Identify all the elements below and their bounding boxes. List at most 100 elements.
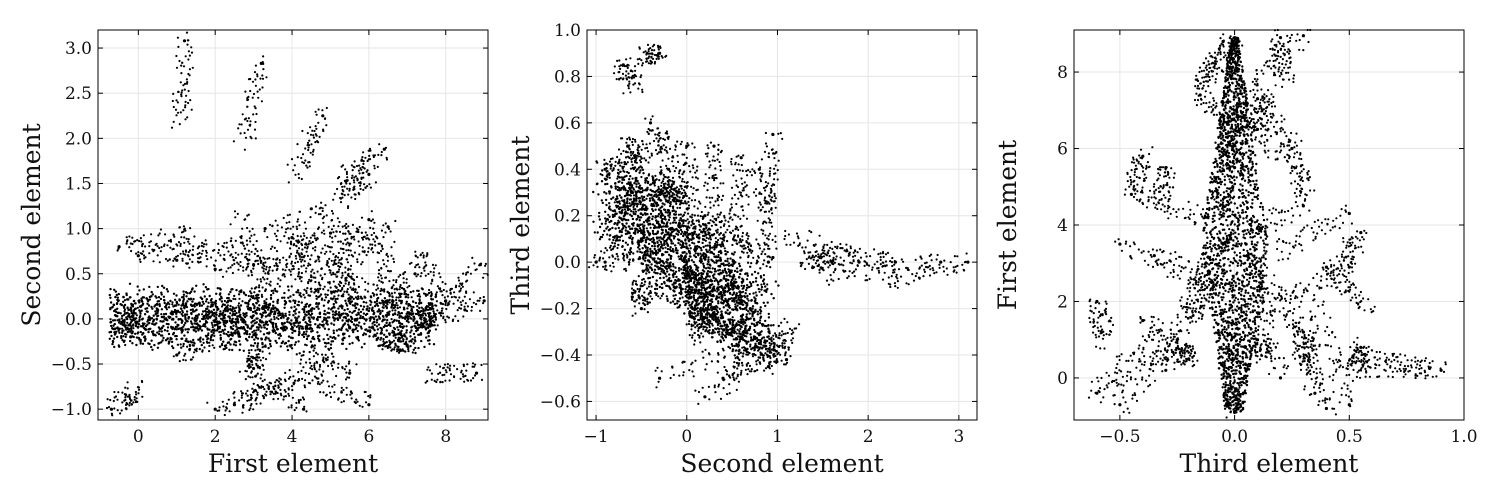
scatter-point-dense — [250, 397, 252, 399]
scatter-point-dense — [113, 346, 115, 348]
scatter-point-dense — [155, 244, 157, 246]
scatter-point — [483, 299, 486, 302]
scatter-point-dense — [162, 316, 164, 318]
scatter-point-dense — [422, 252, 424, 254]
scatter-point-dense — [178, 226, 180, 228]
scatter-point-dense — [315, 212, 317, 214]
scatter-point-dense — [185, 101, 187, 103]
scatter-point-dense — [238, 302, 240, 304]
scatter-point-dense — [256, 394, 258, 396]
scatter-point-dense — [310, 271, 312, 273]
scatter-point-dense — [424, 261, 426, 263]
scatter-point-dense — [282, 398, 284, 400]
scatter-point-dense — [421, 307, 423, 309]
scatter-point-dense — [424, 320, 426, 322]
scatter-point-dense — [142, 303, 144, 305]
scatter-point-dense — [262, 365, 264, 367]
scatter-point-dense — [136, 293, 138, 295]
scatter-point-dense — [192, 245, 194, 247]
scatter-point-dense — [345, 328, 347, 330]
scatter-point-dense — [352, 189, 354, 191]
scatter-point-dense — [380, 281, 382, 283]
scatter-point-dense — [301, 301, 303, 303]
scatter-point-dense — [344, 271, 346, 273]
scatter-point-dense — [364, 289, 366, 291]
scatter-point-dense — [267, 324, 269, 326]
scatter-point-dense — [315, 303, 317, 305]
scatter-point-dense — [256, 345, 258, 347]
scatter-point-dense — [219, 346, 221, 348]
scatter-point-dense — [297, 156, 299, 158]
scatter-point-dense — [131, 332, 133, 334]
scatter-point-dense — [369, 304, 371, 306]
scatter-point-dense — [258, 356, 260, 358]
scatter-point-dense — [651, 153, 653, 155]
scatter-point-dense — [199, 348, 201, 350]
scatter-point-dense — [412, 290, 414, 292]
scatter-point-dense — [347, 249, 349, 251]
scatter-point-dense — [288, 335, 290, 337]
scatter-point-dense — [409, 335, 411, 337]
scatter-point-dense — [348, 281, 350, 283]
scatter-point-dense — [345, 365, 347, 367]
scatter-point-dense — [629, 138, 631, 140]
scatter-point-dense — [227, 331, 229, 333]
scatter-point-dense — [192, 304, 194, 306]
scatter-point — [413, 272, 416, 275]
scatter-point-dense — [252, 228, 254, 230]
scatter-point-dense — [370, 220, 372, 222]
scatter-point-dense — [177, 101, 179, 103]
scatter-point-dense — [645, 159, 647, 161]
scatter-point-dense — [151, 349, 153, 351]
scatter-point-dense — [309, 318, 311, 320]
scatter-point-dense — [398, 299, 400, 301]
scatter-point-dense — [437, 373, 439, 375]
scatter-point-dense — [126, 312, 128, 314]
scatter-point-dense — [212, 329, 214, 331]
scatter-point-dense — [406, 307, 408, 309]
scatter-point-dense — [185, 55, 187, 57]
scatter-point-dense — [298, 177, 300, 179]
scatter-point-dense — [192, 298, 194, 300]
scatter-point-dense — [272, 270, 274, 272]
scatter-point-dense — [732, 174, 734, 176]
scatter-point-dense — [323, 324, 325, 326]
scatter-point-dense — [246, 390, 248, 392]
scatter-point-dense — [634, 139, 636, 141]
scatter-point-dense — [297, 289, 299, 291]
scatter-point-dense — [216, 329, 218, 331]
scatter-point-dense — [178, 241, 180, 243]
scatter-point-dense — [325, 296, 327, 298]
scatter-point-dense — [296, 317, 298, 319]
scatter-point-dense — [312, 241, 314, 243]
scatter-point — [367, 173, 370, 176]
scatter-point-dense — [669, 148, 671, 150]
scatter-point-dense — [388, 280, 390, 282]
scatter-point-dense — [332, 231, 334, 233]
scatter-point-dense — [147, 331, 149, 333]
scatter-point-dense — [125, 336, 127, 338]
scatter-point-dense — [644, 118, 646, 120]
scatter-point-dense — [301, 130, 303, 132]
scatter-point-dense — [121, 339, 123, 341]
scatter-point-dense — [287, 164, 289, 166]
scatter-point-dense — [155, 312, 157, 314]
scatter-point-dense — [341, 387, 343, 389]
scatter-point-dense — [153, 315, 155, 317]
scatter-point-dense — [376, 332, 378, 334]
scatter-point-dense — [465, 280, 467, 282]
scatter-point-dense — [161, 308, 163, 310]
scatter-point-dense — [228, 399, 230, 401]
scatter-point-dense — [699, 202, 701, 204]
scatter-point-dense — [237, 127, 239, 129]
scatter-point-dense — [313, 130, 315, 132]
scatter-point — [175, 353, 178, 356]
scatter-point-dense — [716, 213, 718, 215]
scatter-point-dense — [303, 351, 305, 353]
scatter-point-dense — [188, 348, 190, 350]
scatter-point-dense — [240, 304, 242, 306]
scatter-point-dense — [682, 178, 684, 180]
scatter-point-dense — [229, 291, 231, 293]
scatter-point-dense — [108, 406, 110, 408]
scatter-point-dense — [380, 302, 382, 304]
